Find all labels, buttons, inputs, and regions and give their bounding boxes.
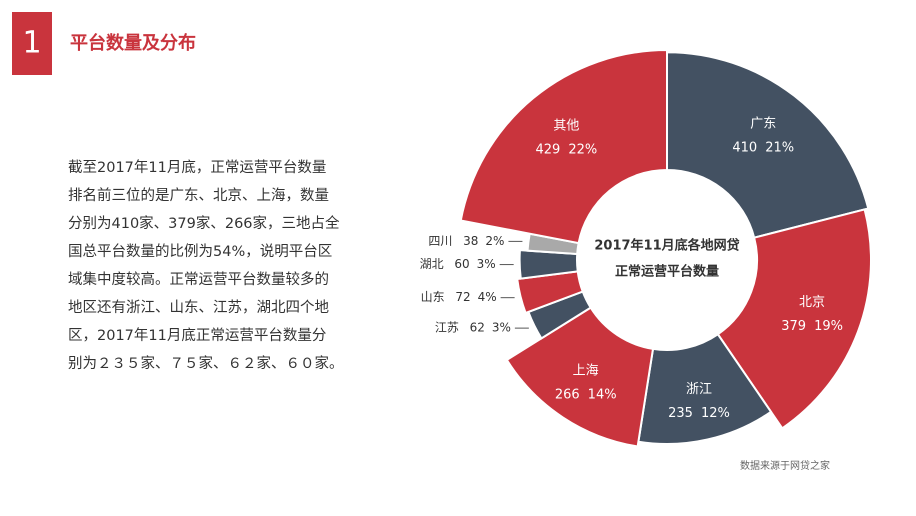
slice-percent: 2% <box>485 234 504 248</box>
section-title: 平台数量及分布 <box>70 32 196 54</box>
slice-value: 266 <box>555 387 580 402</box>
paragraph-line: 排名前三位的是广东、北京、上海，数量 <box>68 187 329 204</box>
center-hole <box>578 171 756 349</box>
paragraph: 截至2017年11月底，正常运营平台数量排名前三位的是广东、北京、上海，数量分别… <box>68 159 344 372</box>
pie-slice <box>716 208 872 430</box>
slice-percent: 22% <box>568 143 597 158</box>
slice-value: 62 <box>470 321 485 335</box>
slice-value: 235 <box>668 406 693 421</box>
slice-percent: 12% <box>701 406 730 421</box>
slice-percent: 14% <box>588 387 617 402</box>
slice-percent: 3% <box>492 321 511 335</box>
source-note: 数据来源于网贷之家 <box>740 459 830 472</box>
slice-value: 38 <box>463 234 478 248</box>
paragraph-line: 别为２３５家、７５家、６２家、６０家。 <box>68 355 344 372</box>
paragraph-line: 分别为410家、379家、266家，三地占全 <box>68 214 340 232</box>
paragraph-line: 区，2017年11月底正常运营平台数量分 <box>68 327 326 344</box>
slice-percent: 4% <box>478 290 497 304</box>
paragraph-line: 地区还有浙江、山东、江苏，湖北四个地 <box>68 299 329 316</box>
pie-slice <box>505 306 655 448</box>
paragraph-line: 国总平台数量的比例为54%，说明平台区 <box>68 243 332 260</box>
slice-percent: 3% <box>477 257 496 271</box>
slice-name: 四川 <box>428 234 452 248</box>
paragraph-line: 域集中度较高。正常运营平台数量较多的 <box>68 270 329 288</box>
slice-value: 72 <box>455 290 470 304</box>
paragraph-line: 截至2017年11月底，正常运营平台数量 <box>68 159 326 176</box>
center-title: 2017年11月底各地网贷 <box>594 238 739 254</box>
slice-percent: 21% <box>765 141 794 156</box>
slice-value: 379 <box>781 319 806 334</box>
slice-name: 北京 <box>799 295 825 310</box>
slice-name: 浙江 <box>686 382 712 397</box>
pie-slice <box>666 51 870 239</box>
chart: 广东 410 21% 北京 379 19% 浙江 235 12% 上海 266 14% 3% 62 江苏 4%… <box>420 48 872 448</box>
slice-name: 湖北 <box>420 256 444 271</box>
slice-value: 410 <box>732 141 757 156</box>
pie-slice <box>459 48 668 245</box>
slice-value: 60 <box>454 257 469 271</box>
slice-name: 上海 <box>573 363 599 378</box>
slice-percent: 19% <box>814 319 843 334</box>
slice-name: 江苏 <box>435 321 459 335</box>
section-number: 1 <box>22 26 41 61</box>
center-title: 正常运营平台数量 <box>615 264 719 280</box>
slice-value: 429 <box>536 143 561 158</box>
slice-name: 山东 <box>421 290 445 304</box>
slice-name: 广东 <box>750 117 776 132</box>
number-box <box>12 12 52 75</box>
slice-name: 其他 <box>553 119 579 134</box>
